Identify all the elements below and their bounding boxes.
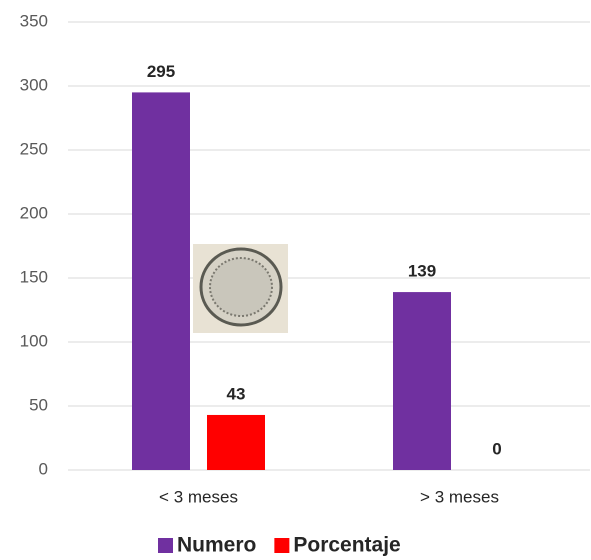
y-tick-label: 300 [20,75,48,94]
y-tick-label: 50 [29,395,48,414]
plot-area: 0 50 100 150 200 250 300 350 < 3 meses 295 43 > 3 m… [20,11,590,506]
legend-swatch [158,538,173,553]
y-tick-label: 200 [20,203,48,222]
inset-image [193,244,288,333]
y-tick-label: 100 [20,331,48,350]
bar [207,414,265,470]
y-tick-label: 350 [20,11,48,30]
bar [132,92,190,471]
legend: Numero Porcentaje [158,534,401,557]
legend-label: Porcentaje [293,534,400,557]
legend-label: Numero [177,534,256,557]
y-tick-label: 150 [20,267,48,286]
y-tick-label: 0 [39,459,48,478]
x-tick-label: > 3 meses [420,487,499,506]
bar [393,292,451,470]
data-label: 295 [147,62,175,81]
y-tick-label: 250 [20,139,48,158]
data-label: 0 [492,439,501,458]
legend-swatch [274,538,290,553]
egg-inner [209,257,273,317]
x-tick-label: < 3 meses [159,487,238,506]
data-label: 43 [227,384,246,403]
data-label: 139 [408,262,436,281]
